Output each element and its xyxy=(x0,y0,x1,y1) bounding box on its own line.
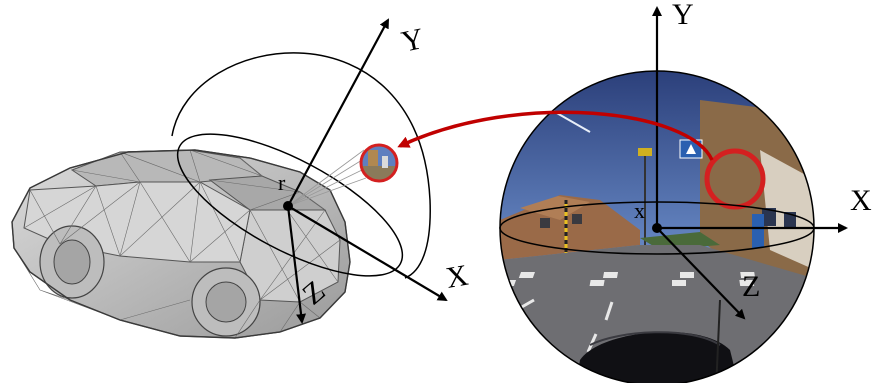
projected-patch-thumbnail xyxy=(359,143,399,183)
right-z-axis xyxy=(656,227,746,320)
right-y-label: Y xyxy=(672,0,694,31)
left-x-label: X xyxy=(443,259,470,295)
left-y-axis xyxy=(287,18,389,207)
left-origin-dot xyxy=(283,201,293,211)
left-y-label: Y xyxy=(399,22,427,59)
left-axes xyxy=(286,18,448,324)
projection-rays xyxy=(287,149,367,207)
right-x-label: X xyxy=(850,184,872,217)
right-z-label: Z xyxy=(742,270,760,303)
right-origin-dot xyxy=(652,223,662,233)
car-wireframe xyxy=(11,149,351,339)
left-origin-label: r xyxy=(278,170,286,195)
fisheye-image xyxy=(499,70,815,383)
left-x-axis xyxy=(287,205,448,302)
right-axes xyxy=(652,6,848,320)
right-origin-label: x xyxy=(634,198,645,223)
left-z-axis xyxy=(286,205,307,324)
projection-arrow xyxy=(397,110,714,161)
highlight-circle xyxy=(704,148,766,210)
